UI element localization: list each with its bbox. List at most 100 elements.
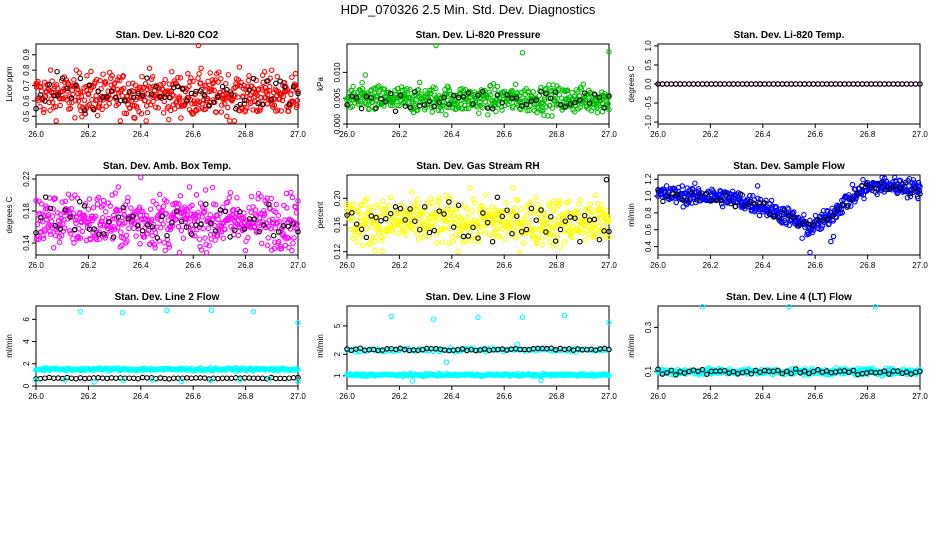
data-point — [215, 94, 221, 100]
data-point — [917, 183, 923, 190]
data-point — [557, 226, 564, 233]
data-point — [776, 215, 783, 221]
data-point — [120, 73, 127, 79]
data-point — [881, 81, 888, 87]
y-tick-label: 0.16 — [333, 217, 342, 233]
data-point — [137, 241, 143, 247]
data-point — [455, 248, 461, 255]
data-point — [86, 375, 93, 382]
data-point — [752, 81, 759, 87]
data-point — [888, 185, 894, 192]
data-point — [474, 104, 480, 110]
data-point — [223, 80, 229, 87]
outlier-point — [409, 378, 416, 384]
x-tick-label: 26.6 — [496, 261, 512, 270]
data-point — [166, 244, 173, 250]
data-point — [233, 106, 239, 112]
y-tick-label: 0.7 — [22, 79, 31, 91]
data-point — [421, 101, 428, 108]
data-point — [450, 92, 457, 99]
data-point — [259, 101, 266, 108]
data-point — [288, 189, 294, 196]
data-point — [186, 216, 192, 222]
x-tick-label: 26.0 — [339, 130, 355, 139]
data-point — [90, 106, 97, 113]
data-point — [139, 228, 146, 234]
data-point — [204, 95, 211, 102]
data-point — [444, 203, 451, 210]
panel-title: Stan. Dev. Gas Stream RH — [416, 161, 539, 172]
data-point — [791, 209, 797, 215]
data-point — [189, 232, 196, 239]
data-point — [121, 212, 128, 218]
data-point — [673, 372, 679, 378]
data-point — [130, 375, 137, 382]
data-point — [105, 215, 112, 222]
data-point — [730, 368, 737, 375]
data-point — [549, 105, 556, 111]
data-point — [837, 81, 843, 87]
data-point — [545, 95, 552, 102]
plot-frame — [35, 305, 299, 387]
data-point — [372, 247, 379, 254]
y-tick-label: -0.5 — [644, 96, 653, 110]
data-point — [503, 200, 509, 206]
data-point — [392, 108, 399, 115]
data-point — [897, 185, 904, 192]
y-tick-label: 0.1 — [644, 366, 653, 378]
data-point — [547, 239, 553, 245]
x-tick-label: 26.4 — [444, 392, 460, 401]
data-point — [463, 206, 470, 212]
outlier-point — [295, 319, 301, 326]
data-point — [104, 93, 110, 100]
data-point — [246, 375, 252, 381]
data-point — [677, 81, 683, 87]
x-tick-label: 26.2 — [81, 130, 97, 139]
data-point — [469, 235, 476, 241]
data-point — [818, 225, 825, 232]
data-point — [286, 101, 292, 108]
data-point — [285, 223, 292, 230]
data-point — [210, 216, 216, 222]
data-point — [524, 107, 530, 114]
data-point — [500, 218, 507, 225]
data-point — [554, 232, 561, 238]
data-point — [73, 214, 80, 221]
series-main — [655, 174, 923, 256]
data-point — [369, 99, 376, 106]
data-point — [718, 197, 724, 204]
data-point — [470, 224, 476, 231]
data-point — [165, 103, 172, 110]
data-point — [280, 93, 287, 99]
data-point — [744, 81, 750, 87]
data-point — [238, 79, 244, 86]
data-point — [699, 81, 706, 87]
data-point — [190, 110, 197, 117]
data-point — [64, 85, 70, 92]
data-point — [123, 110, 130, 117]
data-point — [860, 176, 866, 183]
data-point — [363, 225, 369, 232]
y-tick-label: 0.010 — [333, 62, 342, 83]
data-point — [732, 203, 739, 210]
data-point — [277, 78, 283, 84]
data-point — [853, 196, 859, 202]
data-point — [801, 212, 807, 218]
panel-title: Stan. Dev. Line 4 (LT) Flow — [726, 292, 852, 303]
outlier-point — [606, 319, 612, 326]
data-point — [42, 228, 48, 234]
data-point — [82, 107, 88, 114]
y-tick-label: 0.000 — [333, 113, 342, 134]
data-point — [747, 192, 753, 199]
data-point — [557, 200, 563, 207]
data-point — [797, 370, 803, 376]
data-point — [197, 80, 204, 86]
data-point — [902, 179, 909, 186]
data-point — [96, 236, 103, 242]
data-point — [153, 84, 159, 90]
data-point — [196, 71, 202, 77]
data-point — [108, 88, 115, 94]
data-point — [886, 81, 892, 87]
data-point — [120, 204, 127, 211]
data-point — [488, 220, 494, 227]
